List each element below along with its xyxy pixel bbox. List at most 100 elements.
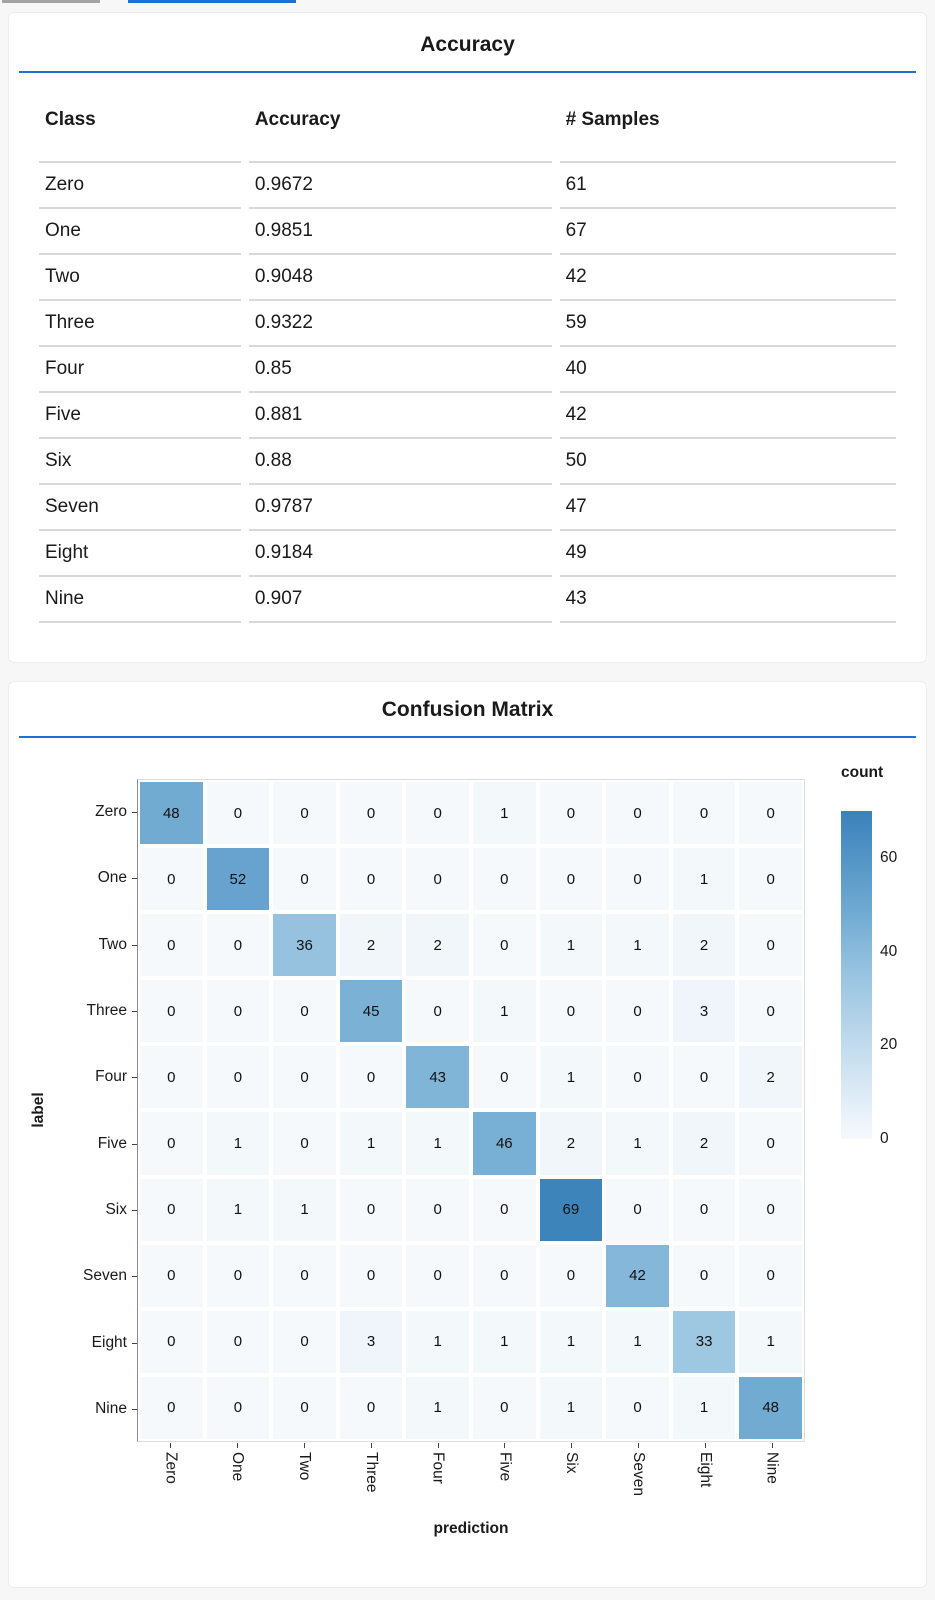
y-tick-mark <box>132 944 137 946</box>
matrix-cell-nine-seven: 0 <box>606 1376 669 1439</box>
matrix-cell-seven-four: 0 <box>406 1244 469 1307</box>
matrix-cell-zero-nine: 0 <box>739 782 802 845</box>
matrix-cell-five-eight: 2 <box>672 1112 736 1175</box>
matrix-cell-four-five: 0 <box>472 1046 536 1109</box>
accuracy-cell: 0.881 <box>248 391 552 437</box>
matrix-cell-seven-one: 0 <box>206 1244 270 1307</box>
matrix-cell-seven-nine: 0 <box>739 1244 802 1307</box>
accuracy-cell: 0.9787 <box>248 483 552 529</box>
matrix-cell-nine-four: 1 <box>406 1376 469 1439</box>
y-tick-label: Six <box>105 1200 127 1218</box>
legend-tick-label: 20 <box>880 1036 898 1054</box>
table-row: One 0.9851 67 <box>39 207 896 253</box>
accuracy-title-underline <box>19 71 916 73</box>
accuracy-cell: 0.9672 <box>248 161 552 207</box>
samples-cell: 67 <box>559 207 896 253</box>
samples-cell: 40 <box>559 345 896 391</box>
accuracy-cell: 0.88 <box>248 437 552 483</box>
matrix-cell-one-two: 0 <box>273 848 336 911</box>
y-tick-mark <box>132 812 137 814</box>
matrix-cell-zero-two: 0 <box>273 782 336 845</box>
confusion-card-title: Confusion Matrix <box>381 698 554 721</box>
matrix-cell-three-eight: 3 <box>672 980 736 1043</box>
matrix-cell-three-five: 1 <box>472 980 536 1043</box>
x-tick-mark <box>571 1443 573 1448</box>
class-cell: Three <box>39 299 241 345</box>
samples-cell: 47 <box>559 483 896 529</box>
matrix-cell-nine-three: 0 <box>339 1376 403 1439</box>
matrix-cell-nine-five: 0 <box>472 1376 536 1439</box>
y-tick-label: Five <box>97 1134 127 1152</box>
accuracy-cell: 0.85 <box>248 345 552 391</box>
matrix-cell-six-eight: 0 <box>672 1178 736 1241</box>
matrix-cell-two-seven: 1 <box>606 914 669 977</box>
matrix-cell-one-four: 0 <box>406 848 469 911</box>
matrix-cell-two-six: 1 <box>539 914 603 977</box>
matrix-cell-six-seven: 0 <box>606 1178 669 1241</box>
matrix-cell-two-three: 2 <box>339 914 403 977</box>
matrix-cell-one-eight: 1 <box>672 848 736 911</box>
matrix-cell-eight-two: 0 <box>273 1310 336 1373</box>
table-row: Four 0.85 40 <box>39 345 896 391</box>
x-tick-mark <box>237 1443 239 1448</box>
matrix-cell-three-one: 0 <box>206 980 270 1043</box>
tab-indicator-active[interactable] <box>128 0 296 3</box>
y-tick-mark <box>132 1011 137 1013</box>
matrix-cell-zero-six: 0 <box>539 782 603 845</box>
matrix-cell-one-five: 0 <box>472 848 536 911</box>
accuracy-cell: 0.9048 <box>248 253 552 299</box>
x-tick-mark <box>504 1443 506 1448</box>
accuracy-card-title: Accuracy <box>420 33 515 56</box>
matrix-cell-three-seven: 0 <box>606 980 669 1043</box>
matrix-cell-six-zero: 0 <box>140 1178 203 1241</box>
legend-tick-label: 60 <box>880 848 898 866</box>
matrix-cell-eight-nine: 1 <box>739 1310 802 1373</box>
matrix-cell-seven-eight: 0 <box>672 1244 736 1307</box>
matrix-cell-eight-zero: 0 <box>140 1310 203 1373</box>
matrix-cell-five-three: 1 <box>339 1112 403 1175</box>
samples-cell: 42 <box>559 391 896 437</box>
matrix-cell-seven-five: 0 <box>472 1244 536 1307</box>
matrix-cell-seven-six: 0 <box>539 1244 603 1307</box>
matrix-cell-eight-five: 1 <box>472 1310 536 1373</box>
accuracy-cell: 0.9851 <box>248 207 552 253</box>
matrix-cell-three-three: 45 <box>339 980 403 1043</box>
matrix-cell-two-four: 2 <box>406 914 469 977</box>
y-tick-mark <box>132 1408 137 1410</box>
matrix-cell-nine-two: 0 <box>273 1376 336 1439</box>
matrix-cell-zero-one: 0 <box>206 782 270 845</box>
class-cell: Two <box>39 253 241 299</box>
matrix-cell-one-one: 52 <box>206 848 270 911</box>
matrix-cell-five-zero: 0 <box>140 1112 203 1175</box>
matrix-cell-zero-eight: 0 <box>672 782 736 845</box>
x-tick-mark <box>370 1443 372 1448</box>
table-row: Six 0.88 50 <box>39 437 896 483</box>
matrix-cell-three-zero: 0 <box>140 980 203 1043</box>
matrix-cell-two-zero: 0 <box>140 914 203 977</box>
matrix-cell-seven-two: 0 <box>273 1244 336 1307</box>
samples-cell: 42 <box>559 253 896 299</box>
matrix-cell-zero-three: 0 <box>339 782 403 845</box>
column-header-samples: # Samples <box>565 109 660 130</box>
accuracy-table: Class Accuracy # Samples Zero 0.9672 61 One… <box>31 109 904 623</box>
table-row: Three 0.9322 59 <box>39 299 896 345</box>
table-row: Five 0.881 42 <box>39 391 896 437</box>
matrix-cell-six-five: 0 <box>472 1178 536 1241</box>
matrix-cell-six-six: 69 <box>539 1178 603 1241</box>
x-tick-label: Seven <box>630 1452 647 1496</box>
matrix-cell-eight-eight: 33 <box>672 1310 736 1373</box>
y-tick-label: Two <box>98 935 127 953</box>
matrix-cell-four-four: 43 <box>406 1046 469 1109</box>
matrix-cell-nine-zero: 0 <box>140 1376 203 1439</box>
legend-tick-label: 40 <box>880 942 898 960</box>
matrix-cell-nine-nine: 48 <box>739 1376 802 1439</box>
matrix-cell-two-five: 0 <box>472 914 536 977</box>
matrix-cell-one-nine: 0 <box>739 848 802 911</box>
matrix-cell-four-nine: 2 <box>739 1046 802 1109</box>
matrix-cell-seven-three: 0 <box>339 1244 403 1307</box>
matrix-cell-two-nine: 0 <box>739 914 802 977</box>
matrix-cell-five-seven: 1 <box>606 1112 669 1175</box>
tab-indicator-inactive[interactable] <box>2 0 100 3</box>
column-header-class: Class <box>45 109 96 130</box>
matrix-cell-one-three: 0 <box>339 848 403 911</box>
